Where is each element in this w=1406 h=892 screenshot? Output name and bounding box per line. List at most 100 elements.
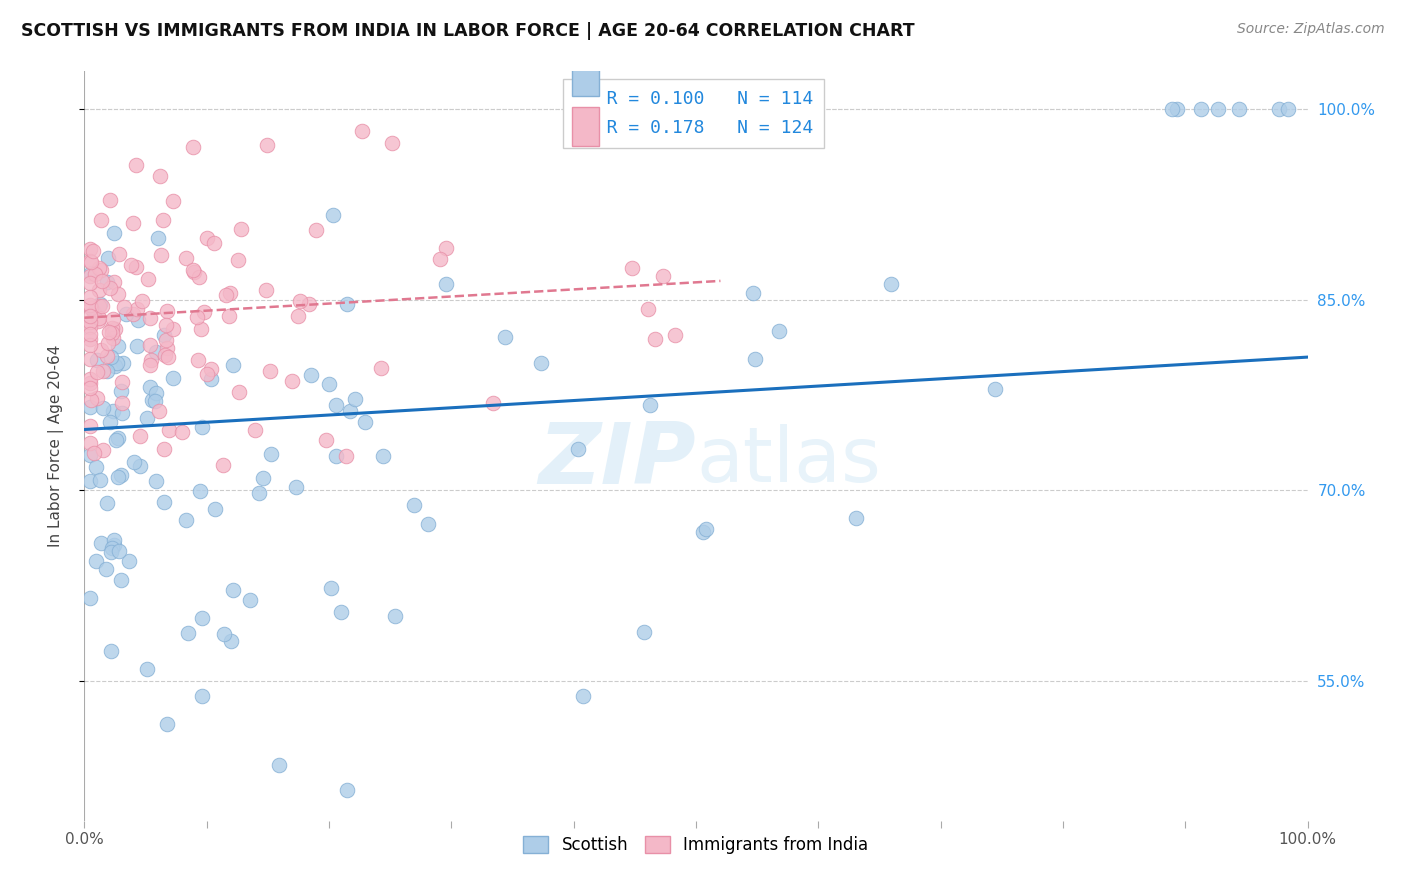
Point — [91, 401, 114, 415]
Point — [100, 644, 122, 658]
Point — [79, 276, 101, 290]
Point — [96, 349, 118, 363]
Point — [107, 431, 129, 445]
Point — [90, 212, 112, 227]
Point — [103, 533, 125, 548]
Point — [195, 231, 218, 245]
Point — [174, 513, 197, 527]
Point — [984, 382, 1007, 396]
FancyBboxPatch shape — [572, 57, 599, 96]
Point — [79, 297, 101, 311]
Point — [325, 449, 347, 463]
Point — [80, 301, 103, 316]
Point — [79, 332, 101, 346]
Point — [181, 263, 204, 277]
Point — [79, 268, 101, 283]
Point — [156, 717, 179, 731]
Point — [104, 359, 127, 373]
Point — [86, 391, 108, 405]
Point — [82, 244, 104, 258]
Point — [664, 328, 686, 343]
Point — [94, 562, 117, 576]
Point — [344, 392, 367, 406]
Point — [156, 341, 179, 355]
Point — [111, 395, 134, 409]
Point — [139, 353, 162, 368]
Point — [299, 368, 322, 382]
Point — [315, 433, 337, 447]
Point — [112, 356, 135, 370]
Point — [125, 260, 148, 274]
Point — [79, 372, 101, 386]
Point — [79, 381, 101, 395]
Point — [90, 274, 112, 288]
Point — [339, 404, 361, 418]
Point — [103, 275, 125, 289]
Point — [172, 425, 194, 440]
Point — [229, 222, 252, 236]
Point — [176, 251, 198, 265]
Point — [384, 609, 406, 624]
Point — [89, 473, 111, 487]
Point — [100, 415, 122, 429]
Point — [121, 307, 143, 321]
Point — [79, 448, 101, 462]
Point — [121, 216, 143, 230]
Point — [190, 690, 212, 704]
Point — [239, 593, 262, 607]
Point — [429, 252, 451, 267]
Point — [620, 261, 643, 276]
Point — [111, 406, 134, 420]
Point — [118, 554, 141, 568]
Point — [90, 536, 112, 550]
Point — [284, 481, 307, 495]
Point — [139, 380, 162, 394]
Point — [155, 334, 177, 348]
Point — [138, 358, 160, 372]
Point — [336, 297, 359, 311]
Point — [212, 627, 235, 641]
Point — [135, 662, 157, 676]
Point — [91, 299, 114, 313]
Point — [322, 208, 344, 222]
Point — [318, 376, 340, 391]
Point — [86, 365, 108, 379]
Point — [187, 353, 209, 368]
Point — [353, 415, 375, 429]
Point — [404, 499, 426, 513]
Text: Source: ZipAtlas.com: Source: ZipAtlas.com — [1237, 22, 1385, 37]
Point — [637, 301, 659, 316]
Point — [200, 362, 222, 376]
Point — [79, 320, 101, 334]
Point — [200, 372, 222, 386]
Point — [329, 605, 352, 619]
Point — [96, 276, 118, 290]
Text: atlas: atlas — [696, 424, 880, 498]
Text: ZIP: ZIP — [538, 419, 696, 502]
Point — [80, 254, 103, 268]
Point — [153, 328, 176, 343]
Point — [83, 304, 105, 318]
Point — [79, 418, 101, 433]
Point — [335, 783, 357, 797]
Point — [145, 474, 167, 488]
Point — [107, 338, 129, 352]
Point — [350, 124, 373, 138]
Point — [1268, 103, 1291, 117]
Point — [162, 322, 184, 336]
Point — [572, 690, 595, 704]
Point — [100, 326, 122, 340]
Point — [219, 634, 242, 648]
Point — [1166, 103, 1188, 117]
Point — [219, 285, 242, 300]
Point — [191, 611, 214, 625]
Point — [183, 265, 205, 279]
Point — [181, 140, 204, 154]
Point — [136, 272, 159, 286]
Point — [79, 290, 101, 304]
Point — [254, 283, 277, 297]
Point — [148, 230, 170, 244]
Point — [103, 538, 125, 552]
Point — [373, 450, 395, 464]
Point — [83, 268, 105, 282]
